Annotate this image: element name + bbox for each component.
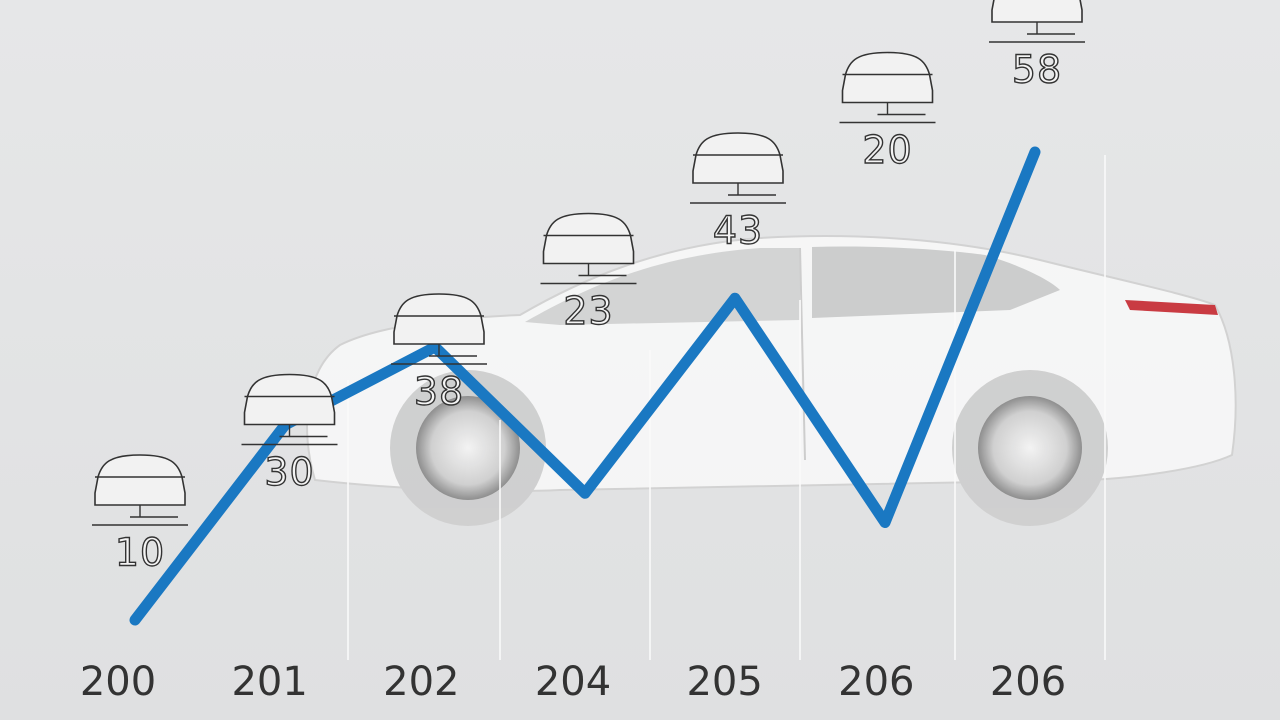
x-tick-label: 206 xyxy=(838,659,914,705)
x-tick-label: 204 xyxy=(535,659,611,705)
icon-body xyxy=(393,293,485,345)
icon-stand xyxy=(279,424,328,438)
icon-stand xyxy=(429,344,477,357)
value-label: 23 xyxy=(563,289,613,333)
car-icon xyxy=(989,0,1085,43)
icon-body xyxy=(542,212,635,265)
icon-stand xyxy=(877,102,926,116)
car-icon xyxy=(391,293,487,365)
value-label: 20 xyxy=(862,128,912,172)
x-tick-label: 200 xyxy=(80,659,156,705)
icon-body xyxy=(841,51,934,104)
value-label: 43 xyxy=(713,209,763,253)
car-illustration xyxy=(306,235,1237,526)
icon-body xyxy=(991,0,1083,23)
icon-stand xyxy=(1027,22,1075,35)
icon-stand xyxy=(728,183,776,196)
icon-body xyxy=(94,454,186,506)
guide-lines xyxy=(347,155,1106,660)
car-icon xyxy=(92,454,188,526)
x-tick-label: 201 xyxy=(231,659,307,705)
icon-stand xyxy=(578,263,627,277)
value-label: 10 xyxy=(115,531,165,575)
value-label: 58 xyxy=(1012,48,1062,92)
value-label: 38 xyxy=(414,370,464,414)
icon-body xyxy=(243,373,336,426)
car-icon xyxy=(839,51,936,124)
value-label: 30 xyxy=(264,450,314,494)
car-icon xyxy=(690,132,786,204)
icon-body xyxy=(692,132,784,184)
x-tick-label: 202 xyxy=(383,659,459,705)
car-icon xyxy=(540,212,637,285)
x-tick-label: 205 xyxy=(686,659,762,705)
icon-stand xyxy=(130,505,178,518)
x-tick-label: 206 xyxy=(990,659,1066,705)
car-icon xyxy=(241,373,338,446)
